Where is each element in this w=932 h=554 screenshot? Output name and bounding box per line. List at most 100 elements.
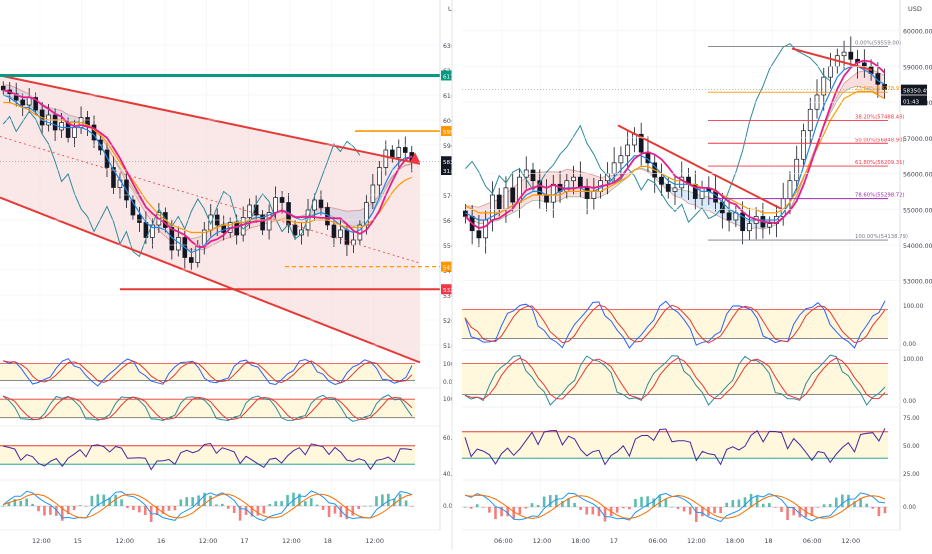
y-tick-label: 53000.00	[903, 279, 932, 286]
macd-histogram-bar	[877, 507, 881, 516]
ichimoku-cloud-segment	[857, 70, 865, 88]
candle	[611, 162, 617, 174]
oscillator-tick-label: 100.00	[903, 357, 924, 363]
macd-histogram-bar	[768, 503, 771, 507]
candle	[351, 239, 356, 246]
macd-histogram-bar	[847, 494, 850, 507]
macd-histogram-bar	[363, 505, 366, 507]
oscillator-tick-label: 0.00	[903, 342, 916, 348]
candle	[740, 212, 745, 232]
oscillator-tick-label: 0.00	[903, 399, 916, 405]
macd-histogram-bar	[488, 507, 491, 513]
macd-histogram-bar	[597, 507, 601, 517]
macd-histogram-bar	[114, 494, 117, 506]
macd-histogram-bar	[132, 506, 135, 510]
oscillator-tick-label: 0.00	[903, 505, 916, 511]
stoch-d-line	[2, 360, 413, 384]
macd-histogram-bar	[387, 493, 390, 506]
x-tick-label: 17	[240, 537, 248, 545]
oscillator-tick-label: 40.00	[443, 472, 460, 478]
candle	[861, 62, 867, 67]
macd-histogram-bar	[108, 497, 111, 506]
candle	[828, 66, 833, 78]
macd-histogram-bar	[315, 504, 319, 506]
x-tick-label: 18:00	[726, 537, 745, 545]
macd-histogram-bar	[250, 506, 254, 517]
candle	[72, 127, 77, 138]
oscillator-tick-label: 60.00	[443, 436, 460, 442]
candle	[679, 176, 685, 189]
candle	[510, 187, 516, 203]
ichimoku-cloud-segment	[346, 210, 354, 227]
macd-histogram-bar	[469, 507, 473, 509]
macd-histogram-bar	[561, 500, 564, 507]
candle	[292, 224, 298, 236]
macd-histogram-bar	[567, 498, 570, 507]
price-tag	[901, 95, 927, 106]
ichimoku-cloud-segment	[844, 77, 851, 92]
x-tick-label: 12:00	[199, 537, 218, 545]
candle	[476, 230, 482, 239]
tenkan-line	[465, 65, 885, 221]
x-tick-label: 06:00	[648, 537, 667, 545]
macd-histogram-bar	[369, 505, 372, 507]
candle	[91, 124, 97, 141]
ichimoku-cloud-segment	[139, 197, 146, 214]
x-tick-label: 17	[610, 537, 618, 545]
ichimoku-cloud-segment	[353, 210, 360, 227]
kijun-line	[3, 101, 413, 234]
stoch-d-line	[464, 304, 886, 344]
macd-histogram-bar	[226, 506, 230, 509]
macd-histogram-bar	[292, 492, 295, 506]
candle	[747, 223, 752, 232]
macd-histogram-bar	[701, 507, 704, 517]
macd-histogram-bar	[853, 501, 856, 507]
ichimoku-cloud-segment	[864, 69, 872, 90]
candle	[571, 176, 576, 182]
macd-histogram-bar	[816, 507, 820, 508]
macd-histogram-bar	[688, 507, 692, 515]
candle	[247, 204, 252, 218]
macd-histogram-bar	[274, 501, 277, 506]
oscillator-tick-label: 75.00	[903, 416, 920, 422]
macd-histogram-bar	[841, 494, 844, 507]
macd-histogram-bar	[161, 506, 165, 514]
span-a-line	[3, 94, 412, 240]
macd-histogram-bar	[755, 495, 759, 507]
macd-histogram-bar	[221, 503, 224, 506]
macd-histogram-bar	[719, 507, 722, 514]
macd-histogram-bar	[262, 506, 266, 514]
candle	[137, 214, 142, 223]
macd-histogram-bar	[209, 495, 212, 506]
macd-histogram-bar	[304, 501, 307, 506]
macd-histogram-bar	[55, 506, 58, 516]
macd-histogram-bar	[664, 498, 668, 507]
candle	[821, 76, 827, 96]
macd-histogram-bar	[321, 506, 325, 510]
candle	[370, 184, 376, 203]
macd-histogram-bar	[634, 498, 637, 507]
macd-histogram-bar	[339, 506, 343, 518]
y-tick-label: 60000.00	[903, 29, 932, 36]
oscillator-tick-label: 25.00	[903, 472, 920, 478]
candle	[396, 147, 402, 158]
macd-histogram-bar	[518, 507, 522, 515]
macd-histogram-bar	[548, 495, 552, 507]
candle	[841, 51, 847, 57]
macd-histogram-bar	[173, 506, 177, 511]
y-tick-label: 54000.00	[903, 243, 932, 250]
x-tick-label: 15	[74, 537, 82, 545]
macd-histogram-bar	[585, 507, 589, 515]
macd-histogram-bar	[13, 499, 17, 506]
macd-line	[464, 492, 886, 523]
macd-histogram-bar	[792, 507, 795, 516]
macd-histogram-bar	[72, 506, 76, 511]
ichimoku-cloud-segment	[681, 189, 689, 204]
macd-histogram-bar	[126, 506, 129, 508]
candle	[234, 222, 239, 236]
signal-line	[2, 493, 413, 519]
signal-line	[464, 494, 886, 520]
oscillator-tick-label: 0.00	[443, 380, 456, 386]
macd-histogram-bar	[810, 507, 814, 516]
